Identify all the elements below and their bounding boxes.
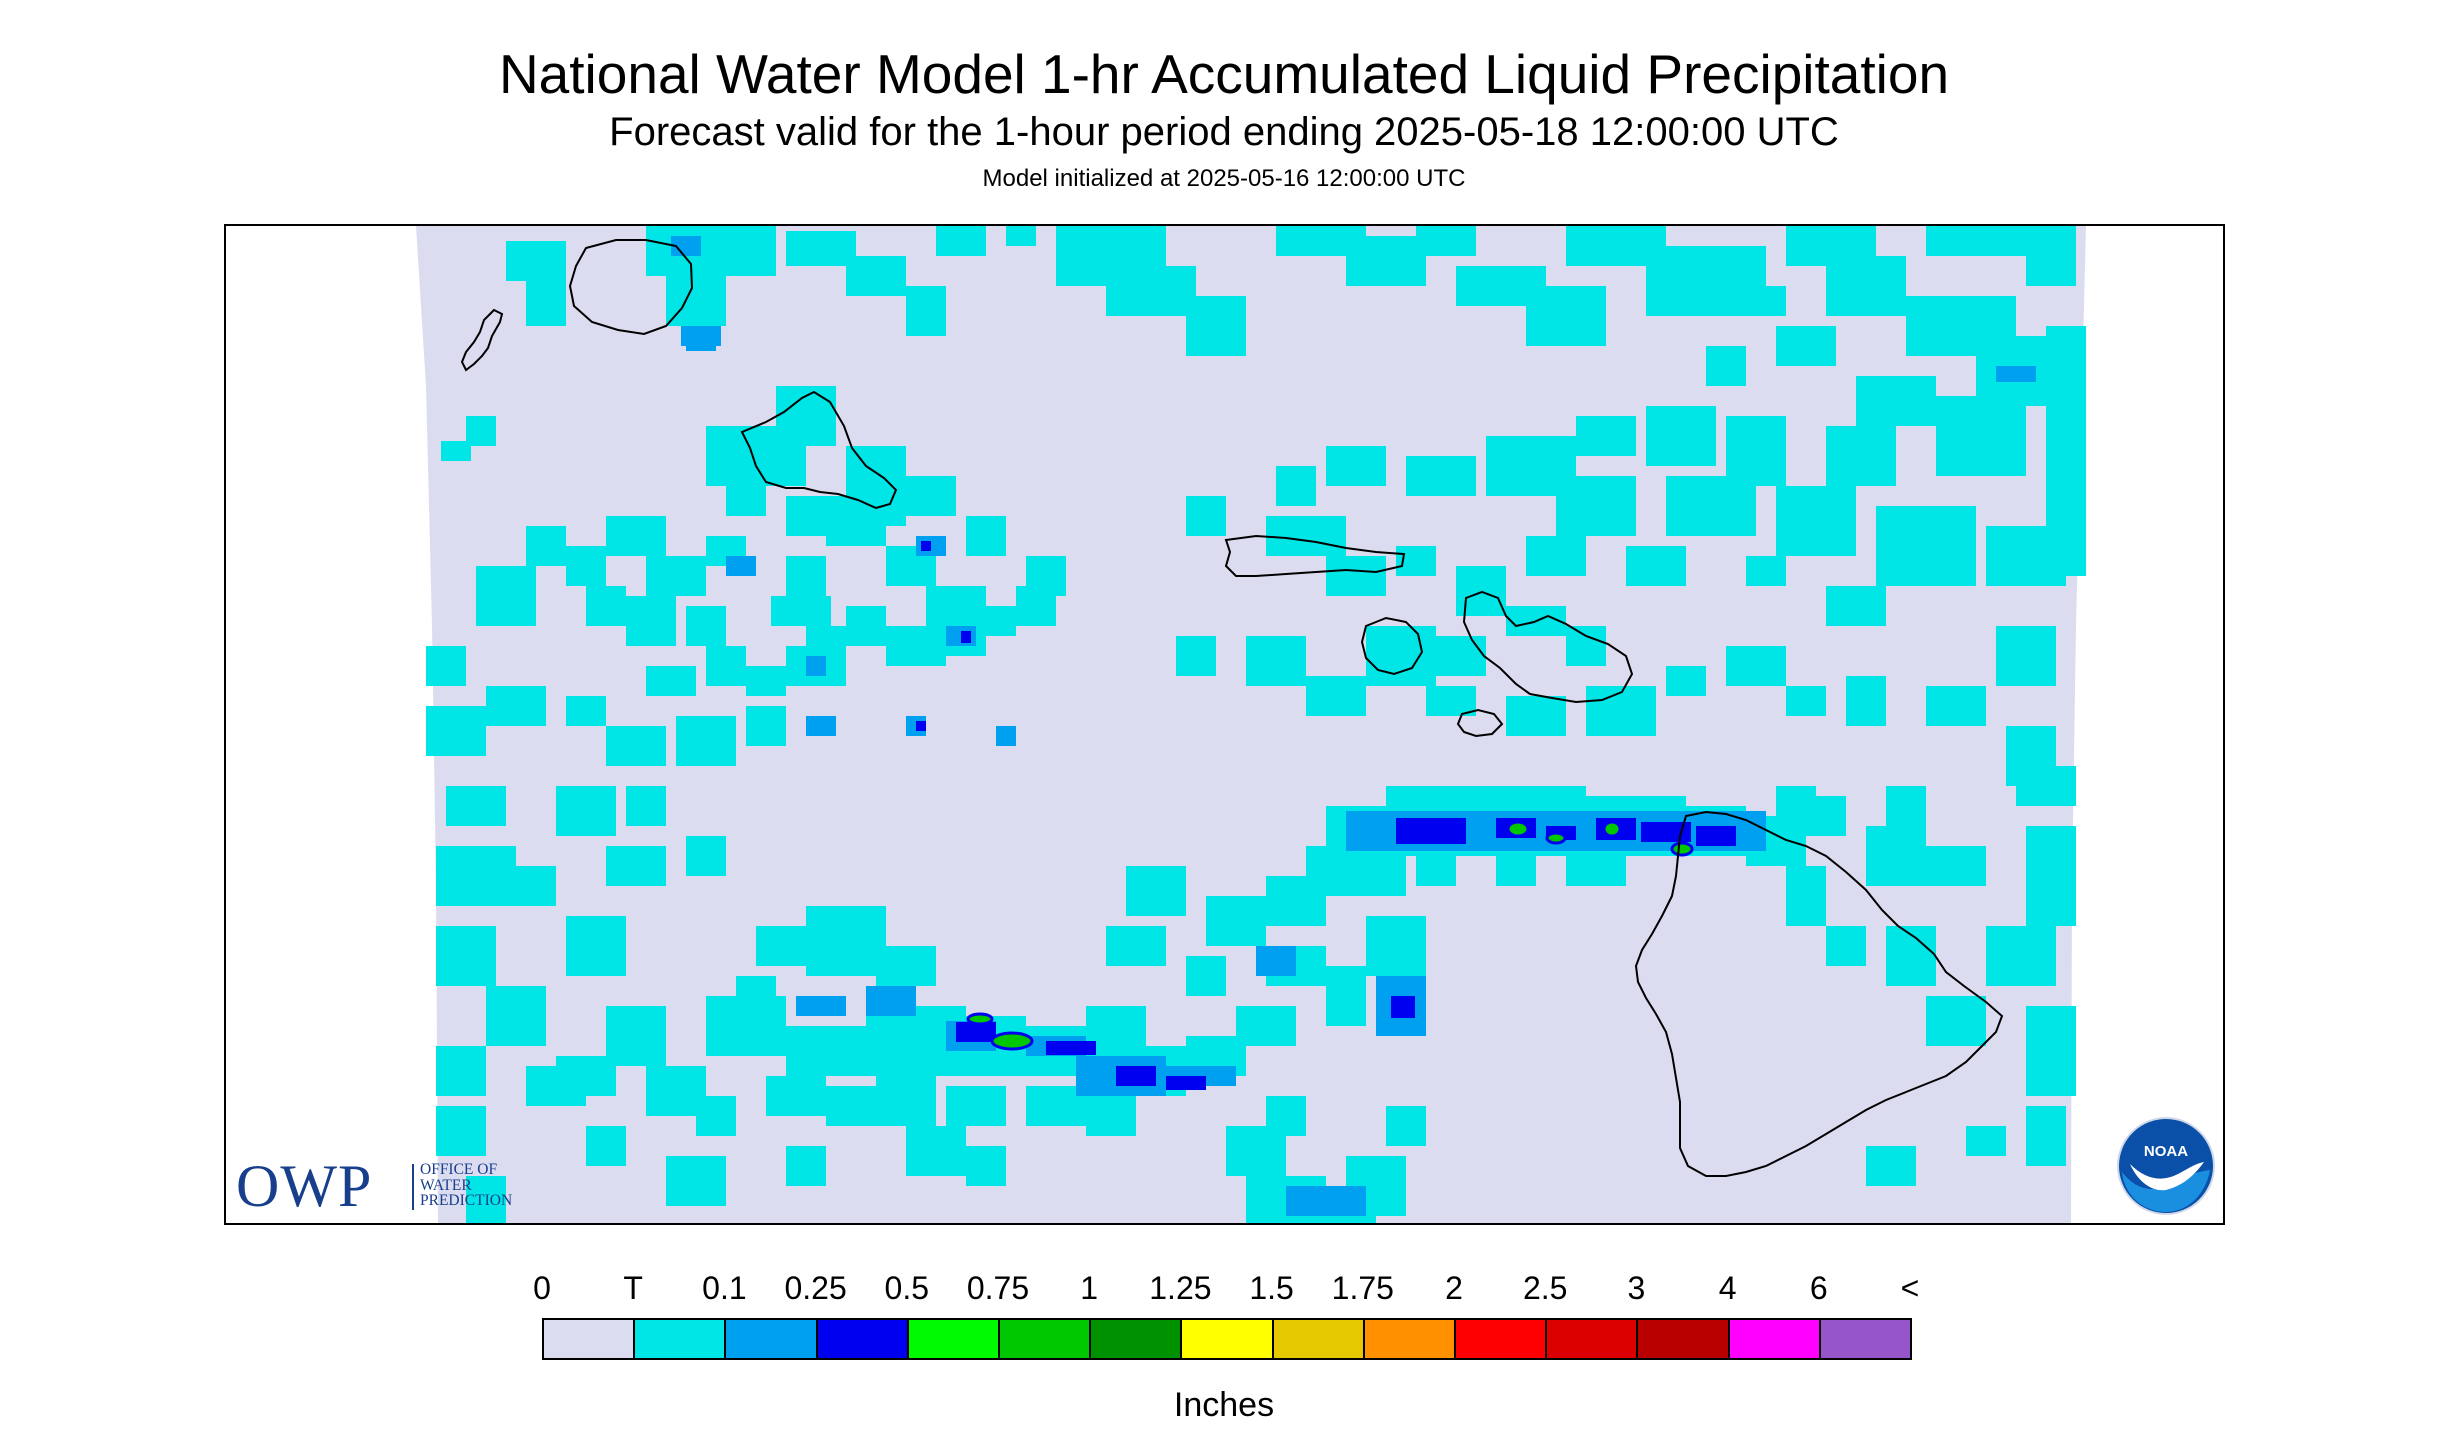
legend-swatch xyxy=(1636,1318,1730,1360)
legend-swatch xyxy=(1727,1318,1821,1360)
owp-line-3: PREDICTION xyxy=(420,1192,513,1209)
legend-units: Inches xyxy=(1173,1386,1275,1424)
legend-swatch xyxy=(542,1318,636,1360)
coastlines xyxy=(460,239,2004,1177)
maui-coast xyxy=(1462,590,1634,704)
kauai-coast xyxy=(568,239,694,336)
legend-labels: 0 T 0.1 0.25 0.5 0.75 1 1.25 1.5 1.75 2 2.5 3 4 6 < xyxy=(0,1268,2448,1308)
legend-swatch xyxy=(1180,1318,1274,1360)
legend-swatch xyxy=(1089,1318,1183,1360)
heavy-precip-cells xyxy=(966,820,1694,1051)
legend-swatch xyxy=(724,1318,818,1360)
owp-full-name: OFFICE OF WATER PREDICTION xyxy=(420,1162,512,1209)
legend-tick-label: 1.25 xyxy=(1149,1270,1212,1306)
legend-tick-label: 1.5 xyxy=(1249,1270,1294,1306)
precipitation-map: OWP OFFICE OF WATER PREDICTION NOAA xyxy=(224,224,2225,1225)
niihau-coast xyxy=(460,308,504,372)
legend-swatch xyxy=(1454,1318,1548,1360)
legend-swatch xyxy=(1545,1318,1639,1360)
legend-tick-label: 0.1 xyxy=(702,1270,747,1306)
legend-tick-label: 0.25 xyxy=(784,1270,847,1306)
oahu-coast xyxy=(740,390,898,510)
noaa-logo: NOAA xyxy=(2117,1117,2215,1215)
model-init-time: Model initialized at 2025-05-16 12:00:00… xyxy=(982,165,1466,192)
legend-swatch xyxy=(998,1318,1092,1360)
legend-swatch xyxy=(815,1318,909,1360)
legend-tick-label: T xyxy=(623,1270,643,1306)
lanai-coast xyxy=(1360,616,1424,676)
legend-tick-label: 1.75 xyxy=(1331,1270,1394,1306)
owp-line-2: WATER xyxy=(420,1176,472,1194)
legend-swatch xyxy=(906,1318,1000,1360)
owp-separator xyxy=(412,1164,414,1210)
legend-tick-label: < xyxy=(1900,1270,1920,1306)
molokai-coast xyxy=(1224,534,1406,577)
owp-line-1: OFFICE OF xyxy=(420,1161,498,1178)
legend-swatch xyxy=(633,1318,727,1360)
legend-swatch xyxy=(1271,1318,1365,1360)
legend-tick-label: 2 xyxy=(1445,1270,1463,1306)
legend-colorbar xyxy=(542,1318,1912,1368)
hawaii-island-coast xyxy=(1634,810,2004,1177)
legend-swatch xyxy=(1362,1318,1456,1360)
map-title: National Water Model 1-hr Accumulated Li… xyxy=(498,43,1950,105)
map-subtitle: Forecast valid for the 1-hour period end… xyxy=(609,110,1839,154)
noaa-text: NOAA xyxy=(2144,1143,2188,1160)
legend-tick-label: 2.5 xyxy=(1522,1270,1568,1306)
kahoolawe-coast xyxy=(1456,708,1504,738)
legend-tick-label: 6 xyxy=(1809,1270,1828,1306)
legend-tick-label: 0 xyxy=(533,1270,551,1306)
legend-tick-label: 1 xyxy=(1080,1270,1099,1306)
map-canvas xyxy=(416,226,2086,1223)
owp-abbrev: OWP xyxy=(236,1153,373,1219)
legend-swatch xyxy=(1818,1318,1912,1360)
legend-tick-label: 0.5 xyxy=(884,1270,930,1306)
legend-tick-label: 0.75 xyxy=(966,1270,1030,1306)
legend-tick-label: 4 xyxy=(1718,1270,1737,1306)
owp-logo: OWP OFFICE OF WATER PREDICTION xyxy=(236,1156,546,1216)
legend-tick-label: 3 xyxy=(1627,1270,1646,1306)
